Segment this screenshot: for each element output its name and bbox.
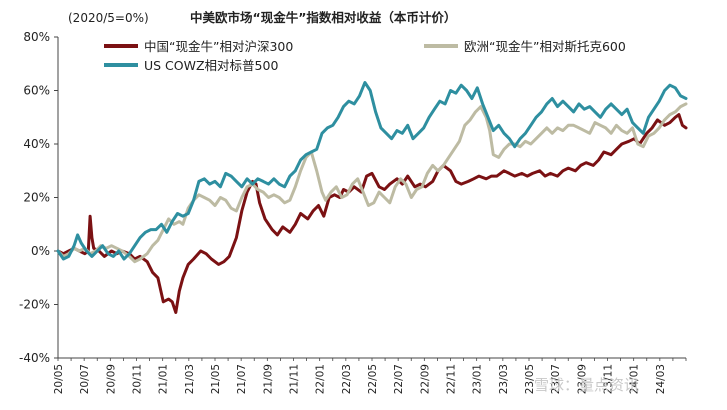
x-tick-label: 22/11 bbox=[446, 364, 458, 394]
x-tick-label: 24/03 bbox=[655, 364, 667, 394]
x-tick-label: 23/07 bbox=[550, 364, 562, 394]
x-tick-label: 21/11 bbox=[289, 364, 301, 394]
x-tick-label: 20/09 bbox=[105, 364, 117, 394]
x-tick-label: 22/05 bbox=[367, 364, 379, 394]
x-tick-label: 22/01 bbox=[315, 364, 327, 394]
y-tick-label: 40% bbox=[23, 137, 50, 151]
legend: 中国“现金牛”相对沪深300 欧洲“现金牛”相对斯托克600 US COWZ相对… bbox=[104, 39, 626, 73]
x-tick-label: 23/11 bbox=[603, 364, 615, 394]
x-tick-label: 20/11 bbox=[132, 364, 144, 394]
y-axis-ticks: 80% 60% 40% 20% 0% -20% -40% bbox=[19, 30, 58, 365]
legend-label-us: US COWZ相对标普500 bbox=[144, 58, 278, 73]
series-line-us bbox=[56, 81, 688, 261]
x-tick-label: 22/03 bbox=[341, 364, 353, 394]
x-tick-label: 21/09 bbox=[262, 364, 274, 394]
y-tick-label: 0% bbox=[31, 244, 50, 258]
chart-note: (2020/5=0%) bbox=[68, 11, 149, 25]
x-tick-label: 21/05 bbox=[210, 364, 222, 394]
x-tick-label: 23/01 bbox=[472, 364, 484, 394]
x-tick-label: 20/05 bbox=[53, 364, 65, 394]
chart-title: 中美欧市场“现金牛”指数相对收益（本币计价） bbox=[190, 10, 456, 25]
x-tick-label: 24/01 bbox=[629, 364, 641, 394]
y-tick-label: 60% bbox=[23, 84, 50, 98]
x-tick-label: 21/07 bbox=[236, 364, 248, 394]
x-tick-label: 21/03 bbox=[184, 364, 196, 394]
x-axis-ticks: 20/05 20/07 20/09 20/11 21/01 21/03 21/05 21/07… bbox=[53, 358, 687, 394]
x-tick-label: 23/03 bbox=[498, 364, 510, 394]
series-line-europe bbox=[56, 102, 688, 264]
legend-label-europe: 欧洲“现金牛”相对斯托克600 bbox=[464, 39, 626, 54]
watermark: 雪球：量点资讯 bbox=[534, 376, 639, 394]
x-tick-label: 23/09 bbox=[576, 364, 588, 394]
y-tick-label: -20% bbox=[19, 298, 50, 312]
x-tick-label: 21/01 bbox=[158, 364, 170, 394]
axes bbox=[57, 37, 686, 359]
series-line-china bbox=[56, 113, 688, 314]
series-lines bbox=[56, 81, 688, 314]
x-tick-label: 22/07 bbox=[393, 364, 405, 394]
x-tick-label: 23/05 bbox=[524, 364, 536, 394]
y-tick-label: 80% bbox=[23, 30, 50, 44]
x-tick-label: 22/09 bbox=[419, 364, 431, 394]
y-tick-label: -40% bbox=[19, 351, 50, 365]
x-tick-label: 20/07 bbox=[79, 364, 91, 394]
y-tick-label: 20% bbox=[23, 191, 50, 205]
legend-label-china: 中国“现金牛”相对沪深300 bbox=[144, 39, 293, 54]
